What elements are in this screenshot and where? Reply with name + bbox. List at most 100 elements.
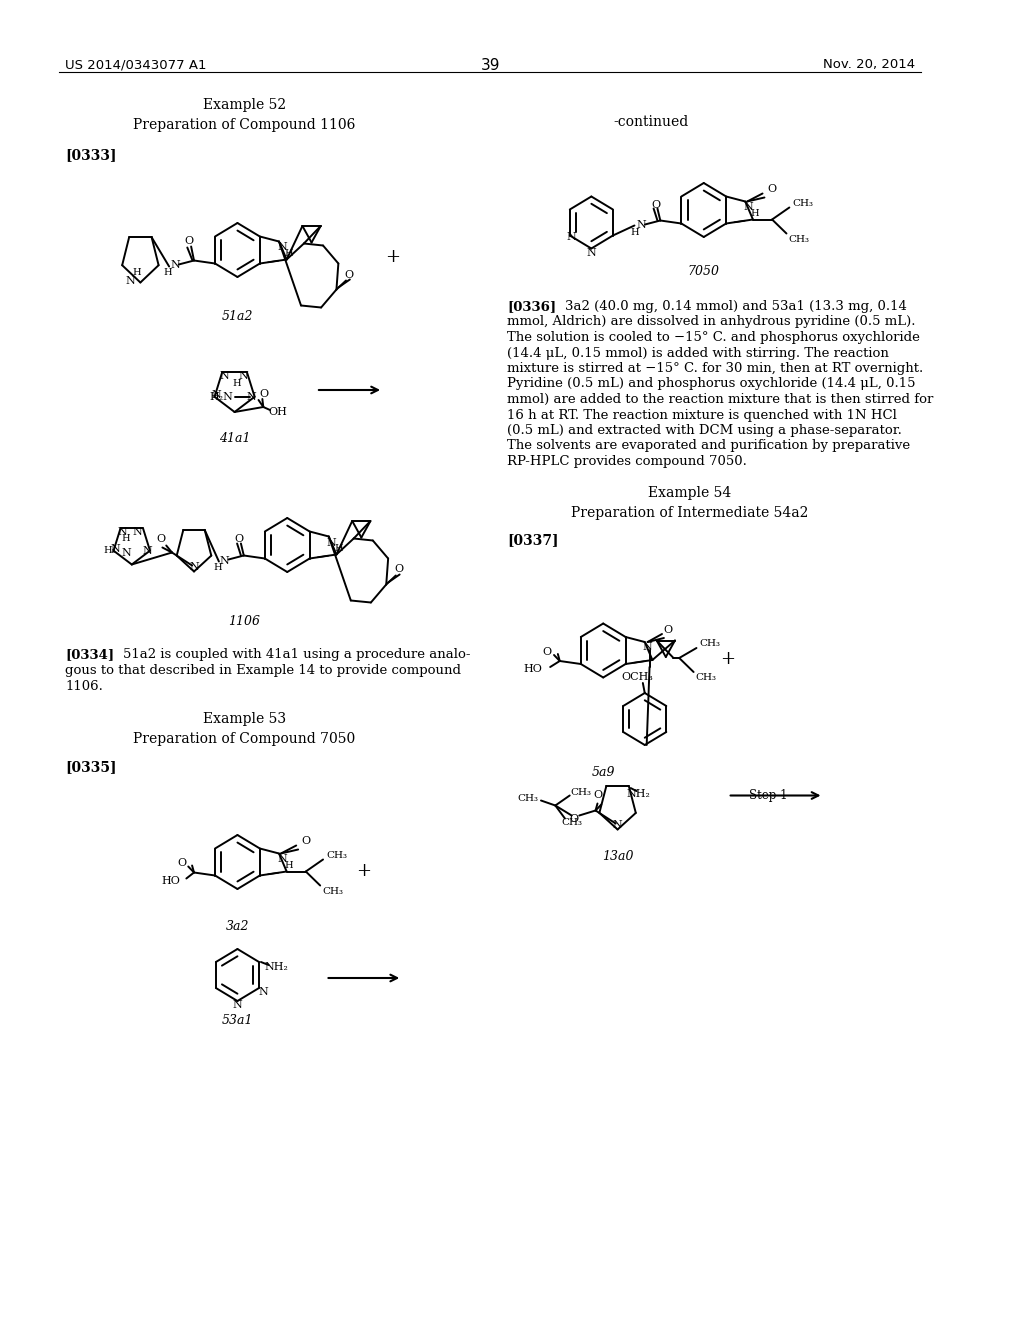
Text: Nov. 20, 2014: Nov. 20, 2014	[823, 58, 915, 71]
Text: CH₃: CH₃	[793, 199, 813, 209]
Text: H: H	[132, 268, 141, 277]
Text: Step 1: Step 1	[749, 789, 787, 803]
Text: O: O	[260, 389, 269, 399]
Text: [0333]: [0333]	[66, 148, 117, 162]
Text: Example 54: Example 54	[648, 486, 731, 499]
Text: O: O	[394, 565, 403, 574]
Text: N: N	[247, 392, 257, 401]
Text: Pyridine (0.5 mL) and phosphorus oxychloride (14.4 μL, 0.15: Pyridine (0.5 mL) and phosphorus oxychlo…	[508, 378, 916, 391]
Text: N: N	[743, 202, 753, 213]
Text: NH₂: NH₂	[264, 962, 288, 972]
Text: N: N	[643, 642, 652, 652]
Text: O: O	[234, 535, 244, 544]
Text: O: O	[651, 199, 660, 210]
Text: [0335]: [0335]	[66, 760, 117, 774]
Text: 16 h at RT. The reaction mixture is quenched with 1N HCl: 16 h at RT. The reaction mixture is quen…	[508, 408, 897, 421]
Text: N: N	[232, 1001, 243, 1010]
Text: Example 52: Example 52	[203, 98, 286, 112]
Text: N: N	[170, 260, 180, 271]
Text: N: N	[126, 276, 136, 285]
Text: RP-HPLC provides compound 7050.: RP-HPLC provides compound 7050.	[508, 455, 748, 469]
Text: N: N	[587, 248, 596, 257]
Text: N: N	[239, 371, 248, 381]
Text: 3a2: 3a2	[225, 920, 249, 933]
Text: O: O	[184, 235, 194, 246]
Text: 39: 39	[480, 58, 500, 73]
Text: +: +	[385, 248, 400, 267]
Text: CH₃: CH₃	[695, 673, 717, 682]
Text: N: N	[220, 556, 229, 565]
Text: H: H	[751, 209, 759, 218]
Text: N: N	[219, 371, 229, 381]
Text: H₂: H₂	[103, 546, 116, 556]
Text: O: O	[156, 535, 165, 544]
Text: N: N	[278, 243, 287, 252]
Text: HO: HO	[162, 875, 180, 886]
Text: N: N	[142, 545, 152, 556]
Text: 53a1: 53a1	[222, 1014, 253, 1027]
Text: N: N	[567, 232, 577, 243]
Text: gous to that described in Example 14 to provide compound: gous to that described in Example 14 to …	[66, 664, 461, 677]
Text: N: N	[118, 527, 127, 537]
Text: N: N	[278, 854, 287, 865]
Text: Preparation of Compound 7050: Preparation of Compound 7050	[133, 733, 355, 746]
Text: CH₃: CH₃	[326, 851, 347, 861]
Text: OH: OH	[268, 407, 287, 417]
Text: 1106.: 1106.	[66, 680, 103, 693]
Text: 51a2: 51a2	[222, 310, 253, 323]
Text: O: O	[768, 185, 776, 194]
Text: +: +	[356, 862, 372, 880]
Text: O: O	[594, 791, 603, 800]
Text: -continued: -continued	[613, 115, 689, 129]
Text: [0336]: [0336]	[508, 300, 557, 313]
Text: O: O	[344, 269, 353, 280]
Text: Preparation of Compound 1106: Preparation of Compound 1106	[133, 117, 355, 132]
Text: N: N	[612, 820, 623, 829]
Text: H: H	[285, 861, 293, 870]
Text: [0337]: [0337]	[508, 533, 559, 548]
Text: 1106: 1106	[228, 615, 260, 628]
Text: H: H	[164, 268, 172, 277]
Text: CH₃: CH₃	[699, 639, 720, 648]
Text: N: N	[212, 389, 221, 400]
Text: H: H	[334, 544, 343, 553]
Text: N: N	[111, 544, 121, 553]
Text: O: O	[301, 837, 310, 846]
Text: Example 53: Example 53	[203, 711, 286, 726]
Text: N: N	[258, 987, 267, 997]
Text: 7050: 7050	[688, 265, 720, 279]
Text: O: O	[664, 624, 673, 635]
Text: Preparation of Intermediate 54a2: Preparation of Intermediate 54a2	[570, 506, 808, 520]
Text: H: H	[232, 379, 241, 388]
Text: N: N	[327, 537, 337, 548]
Text: 5a9: 5a9	[592, 766, 615, 779]
Text: CH₃: CH₃	[788, 235, 809, 244]
Text: CH₃: CH₃	[323, 887, 343, 896]
Text: (14.4 μL, 0.15 mmol) is added with stirring. The reaction: (14.4 μL, 0.15 mmol) is added with stirr…	[508, 346, 890, 359]
Text: mixture is stirred at −15° C. for 30 min, then at RT overnight.: mixture is stirred at −15° C. for 30 min…	[508, 362, 924, 375]
Text: mmol, Aldrich) are dissolved in anhydrous pyridine (0.5 mL).: mmol, Aldrich) are dissolved in anhydrou…	[508, 315, 916, 329]
Text: H: H	[285, 249, 293, 257]
Text: 13a0: 13a0	[602, 850, 633, 863]
Text: US 2014/0343077 A1: US 2014/0343077 A1	[66, 58, 207, 71]
Text: NH₂: NH₂	[627, 789, 650, 799]
Text: H₂N: H₂N	[209, 392, 233, 401]
Text: CH₃: CH₃	[570, 788, 592, 797]
Text: CH₃: CH₃	[561, 818, 582, 828]
Text: mmol) are added to the reaction mixture that is then stirred for: mmol) are added to the reaction mixture …	[508, 393, 934, 407]
Text: The solvents are evaporated and purification by preparative: The solvents are evaporated and purifica…	[508, 440, 910, 453]
Text: O: O	[177, 858, 186, 869]
Text: CH₃: CH₃	[517, 795, 538, 803]
Text: H: H	[122, 533, 130, 543]
Text: H: H	[214, 564, 222, 572]
Text: [0334]: [0334]	[66, 648, 115, 661]
Text: 3a2 (40.0 mg, 0.14 mmol) and 53a1 (13.3 mg, 0.14: 3a2 (40.0 mg, 0.14 mmol) and 53a1 (13.3 …	[565, 300, 907, 313]
Text: HO: HO	[523, 664, 543, 675]
Text: O: O	[543, 647, 552, 657]
Text: N: N	[121, 548, 131, 557]
Text: N: N	[132, 527, 142, 537]
Text: O: O	[569, 813, 579, 824]
Text: The solution is cooled to −15° C. and phosphorus oxychloride: The solution is cooled to −15° C. and ph…	[508, 331, 921, 345]
Text: (0.5 mL) and extracted with DCM using a phase-separator.: (0.5 mL) and extracted with DCM using a …	[508, 424, 902, 437]
Text: N: N	[189, 562, 199, 573]
